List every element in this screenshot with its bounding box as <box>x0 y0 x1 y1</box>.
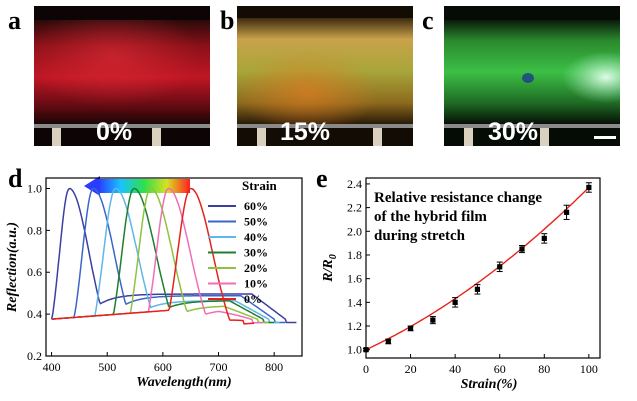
y-tick-label-0: 1.0 <box>347 343 362 357</box>
data-point-7 <box>519 246 525 252</box>
x-tick-label-2: 600 <box>154 360 172 374</box>
plot-frame <box>365 177 601 359</box>
legend-label-5: 10% <box>244 277 268 291</box>
legend-title: Strain <box>242 178 277 193</box>
y-tick-label-5: 2.0 <box>347 224 362 238</box>
panel-letter-b: b <box>220 6 235 35</box>
x-tick-label-2: 40 <box>449 362 461 376</box>
y-tick-label-4: 1.8 <box>347 248 362 262</box>
legend-label-2: 40% <box>244 230 268 244</box>
x-tick-label-1: 500 <box>98 360 116 374</box>
data-point-9 <box>563 209 570 215</box>
panel-letter-d: d <box>8 164 23 193</box>
data-point-8 <box>541 235 547 241</box>
x-tick-label-3: 60 <box>494 362 506 376</box>
legend-label-3: 30% <box>244 246 268 260</box>
y-tick-label-3: 0.8 <box>27 223 42 237</box>
panel-letter-c: c <box>422 6 434 35</box>
x-axis-label: Strain(%) <box>461 377 518 392</box>
photo-yellow-film <box>237 6 413 146</box>
spectrum-line-4 <box>51 187 269 324</box>
spectrum-line-1 <box>51 187 286 324</box>
blue-shift-arrow-head <box>84 176 100 196</box>
legend-label-4: 20% <box>244 261 268 275</box>
spectrum-line-0 <box>50 187 297 324</box>
data-point-1 <box>385 338 391 345</box>
y-tick-label-6: 2.2 <box>347 201 362 215</box>
legend-label-1: 50% <box>244 215 268 229</box>
x-tick-label-5: 100 <box>580 362 598 376</box>
x-axis-label: Wavelength(nm) <box>136 375 231 390</box>
annotation-line-0: Relative resistance change <box>374 190 542 206</box>
photo-red-film <box>34 6 210 146</box>
y-tick-label-1: 1.2 <box>347 319 362 333</box>
panel-letter-e: e <box>316 164 328 193</box>
y-tick-label-0: 0.2 <box>27 349 42 363</box>
data-point-3 <box>430 317 436 323</box>
data-point-10 <box>586 184 592 191</box>
x-tick-label-0: 400 <box>43 360 61 374</box>
data-point-5 <box>474 286 481 292</box>
y-tick-label-3: 1.6 <box>347 272 362 286</box>
panel-letter-a: a <box>8 6 21 35</box>
data-point-4 <box>452 299 458 305</box>
x-tick-label-3: 700 <box>210 360 228 374</box>
x-tick-label-0: 0 <box>363 362 369 376</box>
x-tick-label-4: 800 <box>265 360 283 374</box>
y-tick-label-2: 1.4 <box>347 295 362 309</box>
data-point-2 <box>407 325 414 331</box>
y-tick-label-1: 0.4 <box>27 307 42 321</box>
y-tick-label-4: 1.0 <box>27 181 42 195</box>
annotation-line-2: during stretch <box>374 228 466 244</box>
y-tick-label-7: 2.4 <box>347 177 362 191</box>
spectral-gradient-bar <box>98 179 190 193</box>
photo-green-film <box>444 6 620 146</box>
strain-label-15: 15% <box>280 118 331 146</box>
annotation-line-1: of the hybrid film <box>374 209 487 225</box>
strain-label-30: 30% <box>488 118 539 146</box>
x-tick-label-1: 20 <box>405 362 417 376</box>
y-axis-label: Reflection(a.u.) <box>5 222 20 313</box>
y-tick-label-2: 0.6 <box>27 265 42 279</box>
resistance-change-chart: 0 20 40 60 80 100 1.0 1.2 1.4 1.6 1.8 2.0 2.2 2.4 Stra… <box>321 177 601 392</box>
spectrum-line-6 <box>51 187 255 325</box>
y-axis-label-main: R/R <box>321 259 336 283</box>
data-point-6 <box>497 264 503 270</box>
y-axis-label: R/R0 <box>321 254 339 283</box>
plot-frame <box>45 177 303 357</box>
strain-label-0: 0% <box>96 118 133 146</box>
reflection-spectra-chart: 400 500 600 700 800 0.2 0.4 0.6 0.8 1.0 Wavelength… <box>5 176 303 390</box>
legend-label-0: 60% <box>244 199 268 213</box>
fit-curve <box>365 186 590 351</box>
x-tick-label-4: 80 <box>538 362 550 376</box>
legend-label-6: 0% <box>244 292 262 306</box>
y-axis-label-sub: 0 <box>328 254 339 259</box>
